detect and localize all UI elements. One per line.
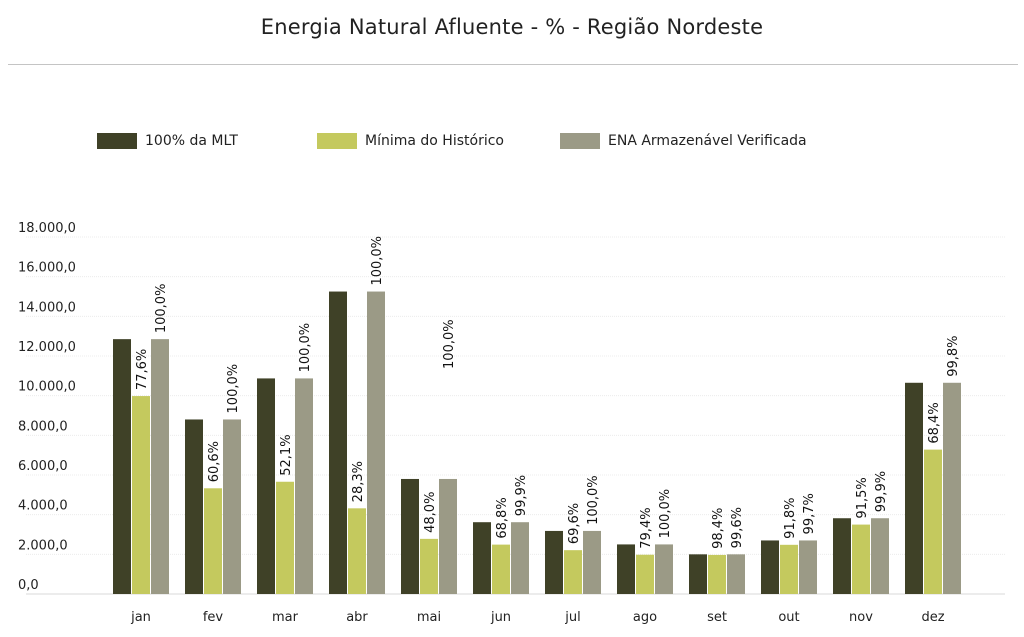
x-tick-label: ago	[633, 610, 657, 625]
data-label: 100,0%	[442, 319, 457, 369]
bar	[689, 554, 707, 594]
data-label: 100,0%	[658, 489, 673, 539]
bar	[636, 554, 654, 594]
x-tick-label: nov	[849, 610, 873, 625]
data-label: 99,9%	[874, 471, 889, 512]
y-tick-label: 8.000,0	[18, 419, 68, 434]
bar	[655, 544, 673, 594]
legend-swatch-mlt	[97, 133, 137, 149]
y-tick-label: 6.000,0	[18, 459, 68, 474]
bar	[439, 478, 457, 594]
bar	[257, 378, 275, 594]
data-label: 100,0%	[586, 475, 601, 525]
data-label: 100,0%	[154, 284, 169, 334]
bar	[564, 550, 582, 594]
data-label: 100,0%	[370, 236, 385, 286]
x-tick-label: jan	[130, 610, 151, 625]
y-tick-label: 18.000,0	[18, 221, 76, 236]
legend-item-ena[interactable]: ENA Armazenável Verificada	[560, 131, 807, 151]
bar	[151, 339, 169, 594]
bar	[401, 478, 419, 594]
bar	[943, 382, 961, 594]
legend-label-mlt: 100% da MLT	[145, 133, 238, 149]
data-label: 99,8%	[946, 335, 961, 376]
bar	[367, 291, 385, 594]
bar	[492, 544, 510, 594]
data-label: 100,0%	[298, 323, 313, 373]
data-label: 79,4%	[639, 507, 654, 548]
data-label: 98,4%	[711, 508, 726, 549]
data-label: 48,0%	[423, 492, 438, 533]
bar	[276, 481, 294, 594]
x-tick-label: set	[707, 610, 727, 625]
y-tick-label: 16.000,0	[18, 261, 76, 276]
y-tick-label: 14.000,0	[18, 300, 76, 315]
y-tick-label: 12.000,0	[18, 340, 76, 355]
bar	[420, 538, 438, 594]
x-tick-label: mai	[417, 610, 441, 625]
data-label: 28,3%	[351, 461, 366, 502]
x-tick-label: jun	[490, 610, 511, 625]
bar	[780, 544, 798, 594]
x-tick-label: jul	[564, 610, 580, 625]
data-label: 52,1%	[279, 434, 294, 475]
bar	[473, 522, 491, 594]
bar	[132, 396, 150, 594]
bar	[511, 522, 529, 594]
bar	[113, 339, 131, 594]
y-tick-label: 10.000,0	[18, 380, 76, 395]
bar	[348, 508, 366, 594]
x-tick-label: mar	[272, 610, 299, 625]
y-tick-label: 2.000,0	[18, 538, 68, 553]
data-label: 69,6%	[567, 503, 582, 544]
bar	[708, 554, 726, 594]
data-label: 68,4%	[927, 402, 942, 443]
bar	[223, 419, 241, 594]
legend-item-mlt[interactable]: 100% da MLT	[97, 131, 238, 151]
data-label: 99,9%	[514, 475, 529, 516]
data-label: 100,0%	[226, 364, 241, 414]
bar	[833, 518, 851, 594]
data-label: 77,6%	[135, 349, 150, 390]
x-tick-label: out	[778, 610, 799, 625]
bar	[727, 554, 745, 594]
y-tick-label: 0,0	[18, 578, 39, 593]
bar	[295, 378, 313, 594]
x-tick-label: fev	[203, 610, 224, 625]
bar	[924, 449, 942, 594]
legend-swatch-minima	[317, 133, 357, 149]
bar	[871, 518, 889, 594]
bar	[583, 530, 601, 594]
data-label: 91,5%	[855, 477, 870, 518]
bar	[852, 524, 870, 594]
x-tick-label: dez	[921, 610, 944, 625]
data-label: 99,6%	[730, 507, 745, 548]
bar	[545, 530, 563, 594]
bar	[905, 382, 923, 594]
bar	[329, 291, 347, 594]
data-label: 68,8%	[495, 497, 510, 538]
data-label: 99,7%	[802, 493, 817, 534]
legend-label-minima: Mínima do Histórico	[365, 133, 504, 149]
bar	[185, 419, 203, 594]
bar	[204, 488, 222, 594]
y-tick-label: 4.000,0	[18, 499, 68, 514]
bar	[617, 544, 635, 594]
data-label: 60,6%	[207, 441, 222, 482]
bar	[761, 540, 779, 594]
chart-title: Energia Natural Afluente - % - Região No…	[260, 15, 764, 39]
bar	[799, 540, 817, 594]
title-divider	[8, 64, 1018, 65]
legend-swatch-ena	[560, 133, 600, 149]
data-label: 91,8%	[783, 498, 798, 539]
legend-label-ena: ENA Armazenável Verificada	[608, 133, 807, 149]
legend-item-minima[interactable]: Mínima do Histórico	[317, 131, 504, 151]
x-tick-label: abr	[346, 610, 368, 625]
